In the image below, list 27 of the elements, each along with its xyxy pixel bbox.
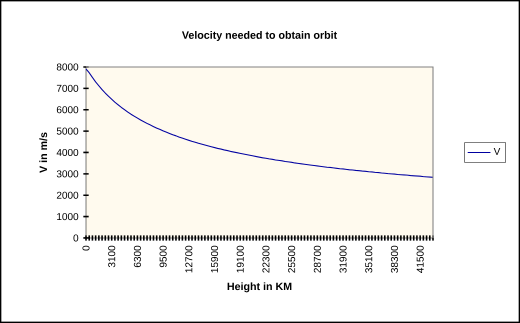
legend-label: V: [494, 148, 500, 155]
y-tick-label: 5000: [56, 128, 78, 135]
x-axis-title: Height in KM: [228, 282, 292, 292]
y-tick-label: 6000: [56, 106, 78, 114]
y-tick-label: 4000: [56, 148, 78, 156]
x-tick-label: 41500: [416, 246, 424, 273]
x-tick-label: 22300: [262, 246, 270, 273]
x-tick-label: 0: [82, 246, 90, 251]
x-tick-label: 31900: [340, 246, 347, 273]
y-axis-title: V in m/s: [39, 132, 48, 173]
y-tick-label: 7000: [56, 84, 78, 92]
y-tick-label: 2000: [56, 192, 78, 199]
x-tick-label: 15900: [210, 246, 218, 272]
x-tick-label: 9500: [160, 246, 167, 268]
x-tick-label: 19100: [236, 246, 244, 272]
x-tick-label: 35100: [365, 246, 372, 273]
x-tick-label: 12700: [185, 246, 192, 272]
y-tick-label: 0: [73, 234, 78, 242]
x-tick-label: 3100: [108, 246, 116, 268]
x-tick-label: 28700: [314, 246, 321, 273]
x-tick-label: 38300: [390, 246, 398, 273]
y-tick-label: 1000: [57, 213, 78, 220]
chart-title: Velocity needed to obtain orbit: [182, 31, 338, 41]
x-tick-label: 6300: [134, 246, 141, 268]
y-tick-label: 8000: [56, 63, 78, 71]
x-tick-label: 25500: [288, 246, 296, 273]
y-tick-label: 3000: [56, 170, 78, 178]
